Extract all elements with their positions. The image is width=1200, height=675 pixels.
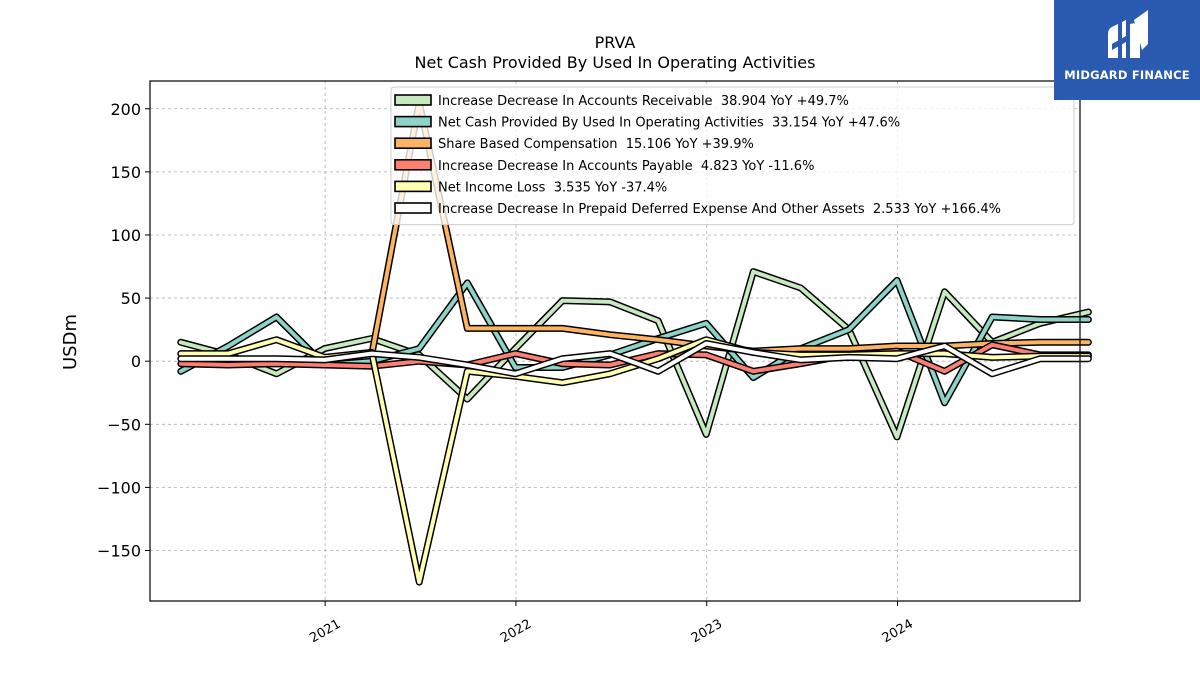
x-tick-label: 2024 <box>880 617 916 647</box>
series-line <box>178 341 1091 376</box>
series-5 <box>177 340 1092 378</box>
series-4 <box>177 336 1092 586</box>
chart-subtitle: Net Cash Provided By Used In Operating A… <box>415 53 816 72</box>
brand-logo-icon <box>1108 10 1148 58</box>
legend-entry: Increase Decrease In Accounts Receivable… <box>438 94 849 109</box>
series-line <box>178 337 1091 585</box>
legend-swatch <box>394 180 432 193</box>
brand-name: MIDGARD FINANCE <box>1064 68 1190 82</box>
x-tick-label: 2022 <box>498 617 534 647</box>
series-line <box>178 269 1091 439</box>
series-0 <box>177 268 1092 441</box>
legend-box <box>390 86 1075 226</box>
series-lines <box>177 99 1092 586</box>
legend-swatch <box>394 137 432 149</box>
legend-swatch <box>394 115 432 128</box>
series-line-outline <box>177 336 1092 586</box>
legend-entry: Share Based Compensation 15.106 YoY +39.… <box>438 137 754 152</box>
y-tick-label: 50 <box>121 289 141 308</box>
y-tick-label: 150 <box>110 163 141 182</box>
plot-frame <box>149 80 1081 602</box>
y-axis-label: USDm <box>60 314 81 370</box>
y-tick-label: 0 <box>131 352 141 371</box>
y-tick-label: 200 <box>110 100 141 119</box>
chart-title: PRVA <box>595 33 636 52</box>
legend-swatch <box>394 94 432 106</box>
y-tick-label: −100 <box>97 478 141 497</box>
x-tick-label: 2021 <box>307 617 343 647</box>
legend-entry: Increase Decrease In Accounts Payable 4.… <box>438 159 814 174</box>
legend-entry: Net Income Loss 3.535 YoY -37.4% <box>438 180 667 195</box>
x-tick-label: 2023 <box>689 617 725 647</box>
brand-logo: MIDGARD FINANCE <box>1054 0 1200 100</box>
legend-swatch <box>394 202 432 214</box>
legend-entry: Increase Decrease In Prepaid Deferred Ex… <box>438 202 1001 217</box>
y-tick-label: 100 <box>110 226 141 245</box>
y-tick-label: −50 <box>107 415 141 434</box>
y-tick-label: −150 <box>97 542 141 561</box>
legend: Increase Decrease In Accounts Receivable… <box>390 86 1075 226</box>
legend-swatch <box>394 159 432 171</box>
legend-entry: Net Cash Provided By Used In Operating A… <box>438 116 900 131</box>
